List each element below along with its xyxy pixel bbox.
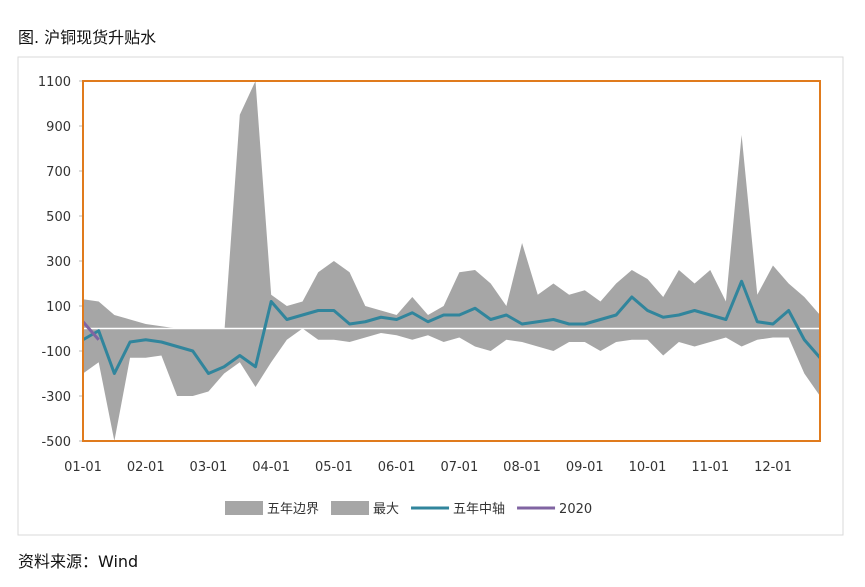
y-tick-label: 900: [46, 120, 71, 135]
y-tick-label: 100: [46, 300, 71, 315]
source: 资料来源：Wind: [18, 552, 139, 571]
legend-label: 最大: [373, 502, 399, 517]
legend-swatch: [331, 501, 370, 515]
x-tick-label: 06-01: [378, 460, 416, 475]
line: [81, 320, 100, 341]
chart-border: [17, 56, 844, 536]
x-tick-label: 02-01: [127, 460, 165, 475]
x-tick-label: 08-01: [503, 460, 541, 475]
x-tick-label: 11-01: [691, 460, 729, 475]
y-tick-label: -500: [41, 435, 71, 450]
title: 图. 沪铜现货升贴水: [18, 28, 157, 47]
legend-label: 五年中轴: [453, 502, 505, 517]
x-tick-label: 12-01: [754, 460, 792, 475]
y-tick-label: 1100: [38, 75, 71, 90]
y-tick-label: 500: [46, 210, 71, 225]
plot-frame: [82, 80, 821, 442]
x-tick-label: 09-01: [566, 460, 604, 475]
legend-swatch: [225, 501, 263, 515]
y-tick-label: 700: [46, 165, 71, 180]
x-tick-label: 05-01: [315, 460, 353, 475]
y-tick-label: -300: [41, 390, 71, 405]
line: [82, 279, 822, 375]
x-tick-label: 03-01: [190, 460, 228, 475]
legend-label: 2020: [559, 502, 592, 517]
legend-label: 五年边界: [267, 502, 319, 517]
y-tick-label: -100: [41, 345, 71, 360]
x-tick-label: 04-01: [252, 460, 290, 475]
x-tick-label: 10-01: [629, 460, 667, 475]
y-tick-label: 300: [46, 255, 71, 270]
area: [83, 81, 820, 340]
x-tick-label: 01-01: [64, 460, 102, 475]
area: [83, 328, 820, 441]
x-tick-label: 07-01: [440, 460, 478, 475]
